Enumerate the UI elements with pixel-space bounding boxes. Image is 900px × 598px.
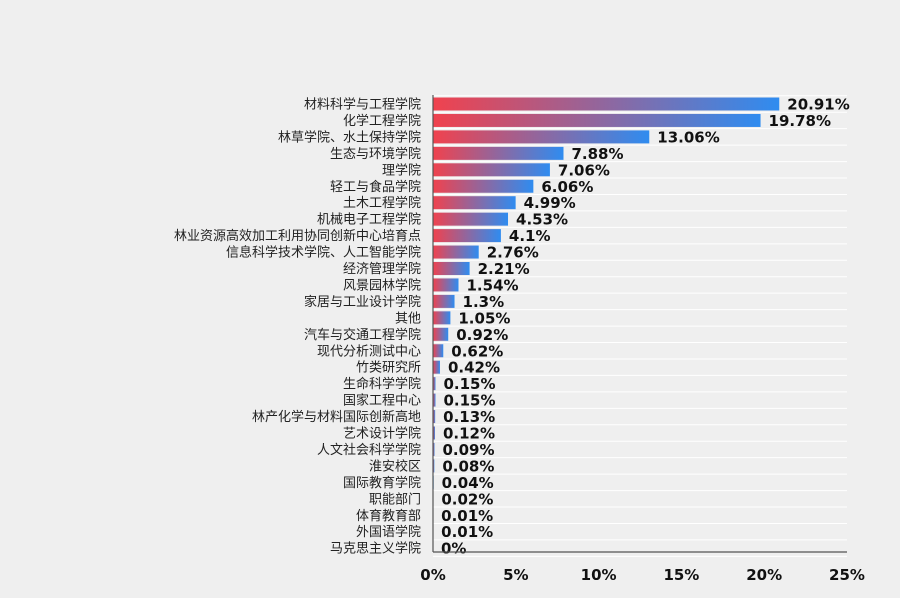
- category-label: 马克思主义学院: [330, 541, 421, 557]
- category-label: 外国语学院: [356, 524, 421, 540]
- bar: [433, 180, 533, 193]
- bar: [433, 361, 440, 374]
- data-label: 0.92%: [456, 326, 508, 344]
- category-label: 林草学院、水土保持学院: [278, 129, 421, 145]
- category-label: 其他: [395, 311, 421, 326]
- x-tick-label: 15%: [663, 566, 699, 584]
- data-label: 0.01%: [441, 507, 493, 525]
- category-label: 轻工与食品学院: [330, 179, 421, 195]
- x-tick-label: 5%: [503, 566, 528, 584]
- category-label: 淮安校区: [369, 458, 421, 474]
- category-label: 家居与工业设计学院: [304, 294, 421, 310]
- category-label: 风景园林学院: [343, 277, 421, 293]
- category-labels: 材料科学与工程学院化学工程学院林草学院、水土保持学院生态与环境学院理学院轻工与食…: [174, 97, 421, 557]
- category-label: 理学院: [382, 162, 421, 178]
- x-tick-label: 20%: [746, 566, 782, 584]
- bar: [433, 213, 508, 226]
- category-label: 林产化学与材料国际创新高地: [252, 409, 421, 425]
- bar: [433, 246, 479, 259]
- data-label: 0.09%: [442, 441, 494, 459]
- data-label: 0.12%: [443, 425, 495, 443]
- category-label: 土木工程学院: [343, 195, 421, 211]
- category-label: 经济管理学院: [343, 261, 421, 277]
- bar: [433, 98, 779, 111]
- bar: [433, 328, 448, 341]
- data-label: 2.21%: [478, 260, 530, 278]
- data-label: 0.01%: [441, 523, 493, 541]
- data-label: 7.06%: [558, 161, 610, 179]
- bar: [433, 130, 649, 143]
- bar: [433, 114, 761, 127]
- data-label: 0.02%: [441, 490, 493, 508]
- data-label: 0.08%: [442, 457, 494, 475]
- x-tick-labels: 0% 5% 10% 15% 20% 25%: [420, 566, 865, 584]
- category-label: 国家工程中心: [343, 393, 421, 409]
- category-label: 信息科学技术学院、人工智能学院: [226, 245, 421, 261]
- bar: [433, 196, 516, 209]
- x-tick-label: 0%: [420, 566, 445, 584]
- data-label: 19.78%: [769, 112, 831, 130]
- data-label: 0.62%: [451, 342, 503, 360]
- bar: [433, 163, 550, 176]
- category-label: 化学工程学院: [343, 113, 421, 129]
- bar: [433, 278, 459, 291]
- data-label: 20.91%: [787, 96, 849, 114]
- bar: [433, 147, 563, 160]
- category-label: 林业资源高效加工利用协同创新中心培育点: [174, 228, 421, 244]
- data-label: 4.53%: [516, 211, 568, 229]
- bar: [433, 311, 450, 324]
- category-label: 竹类研究所: [356, 361, 421, 376]
- data-label: 0%: [441, 540, 466, 558]
- data-label: 1.05%: [458, 309, 510, 327]
- category-label: 生态与环境学院: [330, 146, 421, 162]
- category-label: 艺术设计学院: [343, 426, 421, 442]
- category-label: 生命科学学院: [343, 376, 421, 392]
- category-label: 现代分析测试中心: [317, 344, 421, 359]
- category-label: 国际教育学院: [343, 475, 421, 491]
- data-label: 13.06%: [657, 128, 719, 146]
- data-label: 0.15%: [443, 375, 495, 393]
- data-label: 0.04%: [442, 474, 494, 492]
- data-label: 6.06%: [541, 178, 593, 196]
- data-label: 0.42%: [448, 359, 500, 377]
- bar: [433, 295, 455, 308]
- data-label: 0.15%: [443, 392, 495, 410]
- category-label: 机械电子工程学院: [317, 212, 421, 228]
- data-label: 4.99%: [524, 194, 576, 212]
- category-label: 汽车与交通工程学院: [304, 327, 421, 343]
- category-label: 人文社会科学学院: [317, 442, 421, 458]
- bar: [433, 262, 470, 275]
- data-label: 0.13%: [443, 408, 495, 426]
- category-label: 职能部门: [369, 492, 421, 507]
- category-label: 材料科学与工程学院: [304, 97, 421, 113]
- x-tick-label: 25%: [829, 566, 865, 584]
- data-label: 2.76%: [487, 244, 539, 262]
- category-label: 体育教育部: [356, 508, 421, 524]
- bar: [433, 344, 443, 357]
- data-label: 1.54%: [467, 276, 519, 294]
- x-tick-label: 10%: [581, 566, 617, 584]
- data-label: 4.1%: [509, 227, 551, 245]
- bar: [433, 229, 501, 242]
- data-label: 7.88%: [571, 145, 623, 163]
- data-label: 1.3%: [463, 293, 505, 311]
